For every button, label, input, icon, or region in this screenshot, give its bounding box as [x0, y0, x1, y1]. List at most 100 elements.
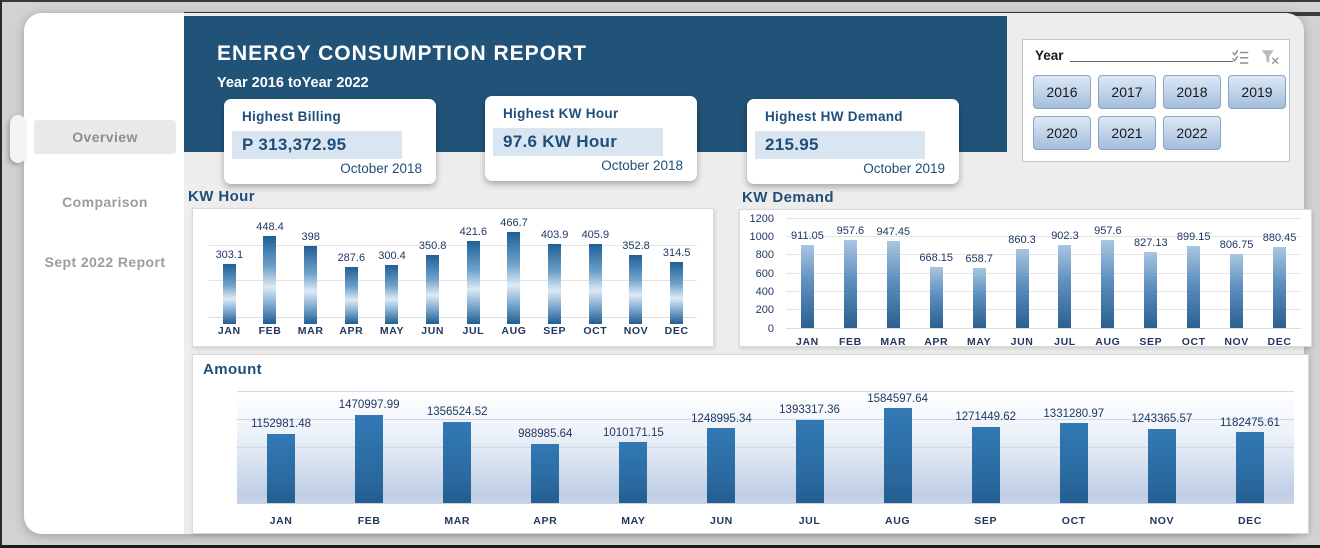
bar-dec[interactable] — [670, 262, 684, 324]
year-button-2022[interactable]: 2022 — [1163, 116, 1221, 150]
kpi-title: Highest KW Hour — [503, 106, 619, 121]
bar-aug[interactable] — [883, 408, 912, 503]
kw-demand-bars: 911.05 957.6 947.45 668.15 658.7 860.3 902.3 95… — [786, 219, 1301, 328]
select-all-icon[interactable] — [1231, 49, 1249, 65]
gridlines — [237, 391, 1294, 503]
amount-chart: Amount 1152981.48 1470997.99 1356524.52 988… — [192, 354, 1309, 534]
bar-aug[interactable] — [507, 232, 521, 324]
bar-jul[interactable] — [1058, 245, 1072, 328]
bar-nov[interactable] — [629, 254, 643, 324]
bar-value-label: 957.6 — [1094, 225, 1122, 238]
month-label: AUG — [501, 325, 527, 337]
month-label: DEC — [664, 325, 689, 337]
bar-slot: 398 — [290, 231, 331, 324]
bar-slot: 668.15 — [915, 252, 958, 328]
month-label: APR — [924, 336, 949, 348]
bar-jun[interactable] — [707, 428, 736, 503]
sidebar-item-sept-2022-report[interactable]: Sept 2022 Report — [44, 254, 166, 270]
kw-hour-plot-area: 303.1 448.4 398 287.6 300.4 350.8 421.6 466.7 40… — [209, 218, 697, 324]
bar-value-label: 303.1 — [215, 249, 244, 262]
year-button-2016[interactable]: 2016 — [1033, 75, 1091, 109]
bar-value-label: 902.3 — [1051, 230, 1079, 243]
month-label: OCT — [1061, 515, 1086, 527]
bar-slot: 658.7 — [958, 252, 1001, 328]
kw-demand-month-axis: JAN FEB MAR APR MAY JUN JUL AUG SEP OCT NOV DEC — [786, 336, 1301, 348]
bar-apr[interactable] — [344, 267, 358, 324]
month-label: AUG — [885, 515, 911, 527]
amount-chart-title: Amount — [203, 361, 263, 378]
clear-filter-icon[interactable] — [1261, 49, 1279, 65]
bar-sep[interactable] — [548, 244, 562, 324]
bar-value-label: 421.6 — [459, 225, 488, 238]
kw-hour-chart: 303.1 448.4 398 287.6 300.4 350.8 421.6 466.7 40… — [192, 208, 714, 347]
bar-value-label: 1356524.52 — [426, 406, 488, 419]
bar-feb[interactable] — [843, 240, 857, 328]
bar-sep[interactable] — [1144, 252, 1158, 328]
month-label: MAR — [444, 515, 471, 527]
kw-demand-chart-title: KW Demand — [742, 189, 834, 206]
bar-value-label: 352.8 — [622, 239, 650, 252]
bar-slot: 806.75 — [1215, 240, 1258, 328]
bar-may[interactable] — [385, 264, 399, 324]
bar-feb[interactable] — [355, 414, 384, 503]
bar-feb[interactable] — [263, 235, 277, 324]
year-button-2018[interactable]: 2018 — [1163, 75, 1221, 109]
bar-mar[interactable] — [886, 241, 900, 328]
kpi-title: Highest Billing — [242, 109, 341, 124]
bar-jul[interactable] — [795, 419, 824, 503]
bar-apr[interactable] — [929, 266, 943, 328]
gridlines — [209, 218, 697, 317]
bar-jun[interactable] — [1015, 249, 1029, 328]
y-axis-tick: 400 — [755, 285, 774, 298]
bar-jan[interactable] — [800, 244, 814, 328]
bar-value-label: 1152981.48 — [251, 418, 311, 431]
bar-jan[interactable] — [222, 264, 236, 324]
month-label: JUN — [710, 515, 733, 527]
bar-jun[interactable] — [426, 254, 440, 324]
month-label: MAR — [880, 336, 907, 348]
bar-value-label: 1331280.97 — [1043, 407, 1105, 420]
bar-slot: 902.3 — [1044, 231, 1087, 328]
bar-may[interactable] — [619, 442, 648, 503]
y-axis-tick: 600 — [755, 267, 774, 280]
bar-aug[interactable] — [1101, 240, 1115, 328]
bar-may[interactable] — [972, 267, 986, 328]
sidebar-item-overview[interactable]: Overview — [34, 120, 176, 154]
bar-slot: 880.45 — [1258, 233, 1301, 328]
bar-dec[interactable] — [1235, 432, 1264, 503]
bar-oct[interactable] — [1187, 245, 1201, 328]
bar-value-label: 957.6 — [836, 225, 865, 238]
bar-apr[interactable] — [531, 443, 560, 503]
year-button-2017[interactable]: 2017 — [1098, 75, 1156, 109]
bar-mar[interactable] — [304, 245, 318, 324]
bar-slot: 314.5 — [656, 248, 697, 324]
month-label: DEC — [1237, 515, 1262, 527]
slicer-underline — [1069, 50, 1233, 62]
bar-sep[interactable] — [971, 426, 1000, 503]
amount-month-axis: JAN FEB MAR APR MAY JUN JUL AUG SEP OCT NOV DEC — [237, 515, 1294, 527]
bar-slot: 1356524.52 — [413, 407, 501, 503]
kw-hour-bars: 303.1 448.4 398 287.6 300.4 350.8 421.6 466.7 40… — [209, 218, 697, 324]
bar-jan[interactable] — [267, 433, 296, 503]
bar-dec[interactable] — [1273, 247, 1287, 328]
bar-value-label: 658.7 — [965, 252, 993, 265]
year-button-2020[interactable]: 2020 — [1033, 116, 1091, 150]
bar-mar[interactable] — [443, 421, 472, 503]
year-slicer: Year 2016 2017 2018 2019 2020 2021 2022 — [1022, 39, 1290, 162]
nav-collapse-handle[interactable] — [10, 115, 26, 163]
year-button-2021[interactable]: 2021 — [1098, 116, 1156, 150]
sidebar-item-comparison[interactable]: Comparison — [62, 194, 148, 210]
kpi-value: 97.6 KW Hour — [493, 128, 663, 156]
bar-value-label: 1248995.34 — [691, 412, 752, 425]
bar-oct[interactable] — [588, 244, 602, 324]
bar-jul[interactable] — [466, 240, 480, 324]
year-button-2019[interactable]: 2019 — [1228, 75, 1286, 109]
month-label: MAY — [621, 515, 646, 527]
bar-oct[interactable] — [1059, 423, 1088, 503]
kw-demand-y-axis: 0 200 400 600 800 1000 1200 — [740, 213, 778, 334]
bar-nov[interactable] — [1147, 428, 1176, 503]
kpi-date: October 2019 — [863, 161, 945, 176]
bar-nov[interactable] — [1230, 254, 1244, 328]
kpi-card-highest-kw-hour: Highest KW Hour 97.6 KW Hour October 201… — [485, 96, 697, 181]
kw-hour-month-axis: JAN FEB MAR APR MAY JUN JUL AUG SEP OCT NOV DEC — [209, 325, 697, 337]
